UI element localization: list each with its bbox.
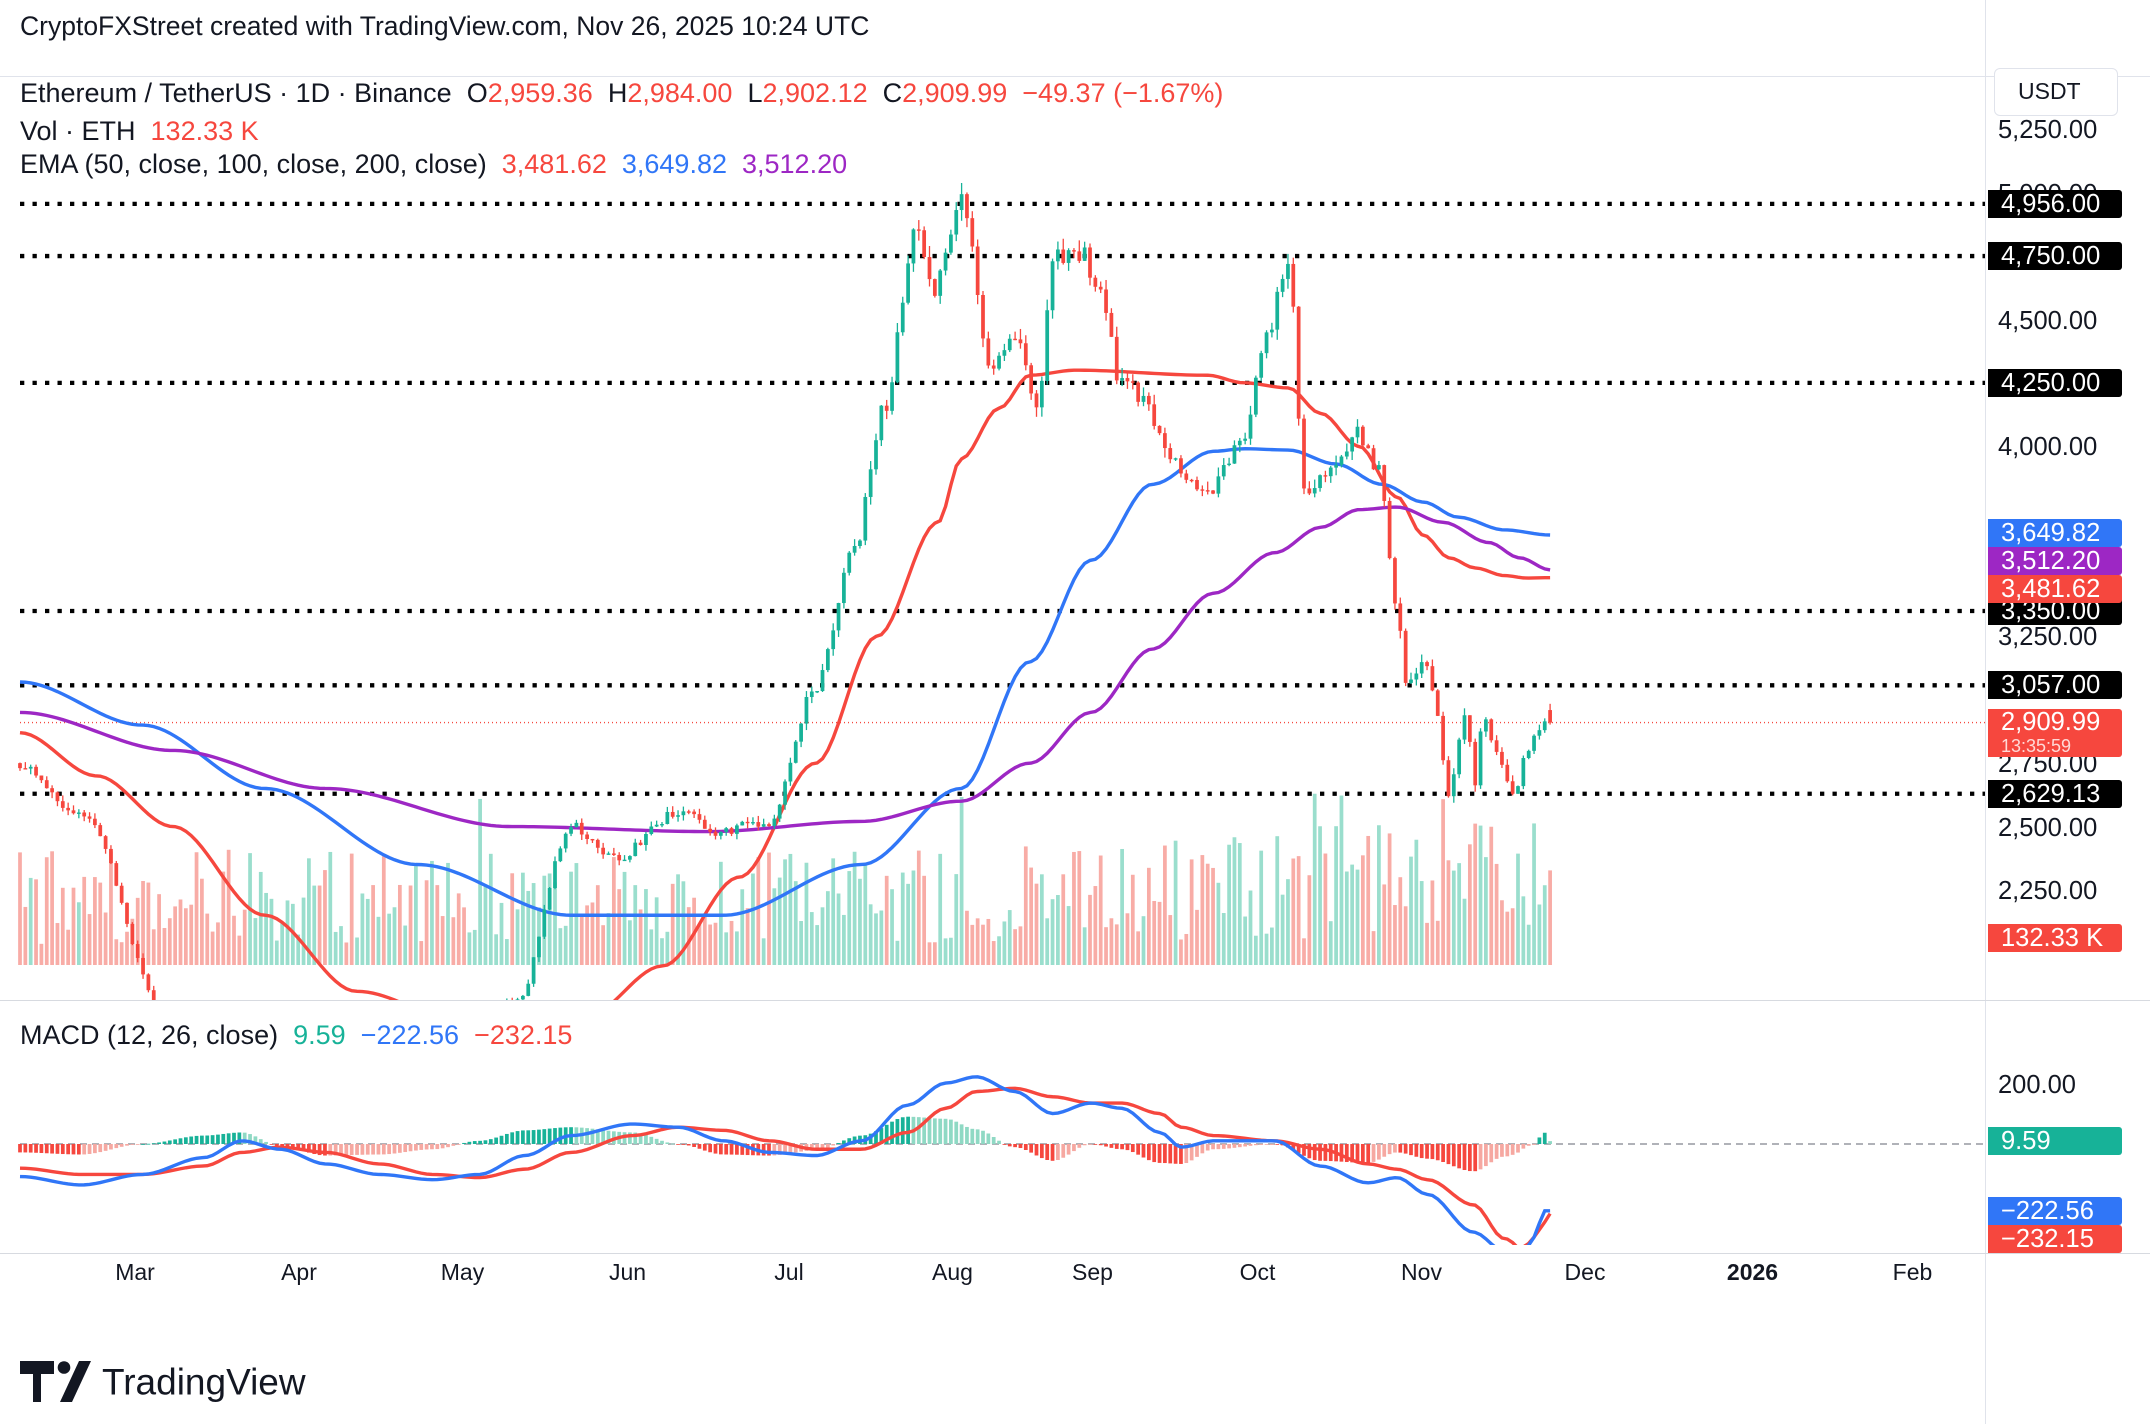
- svg-text:TradingView: TradingView: [102, 1362, 306, 1403]
